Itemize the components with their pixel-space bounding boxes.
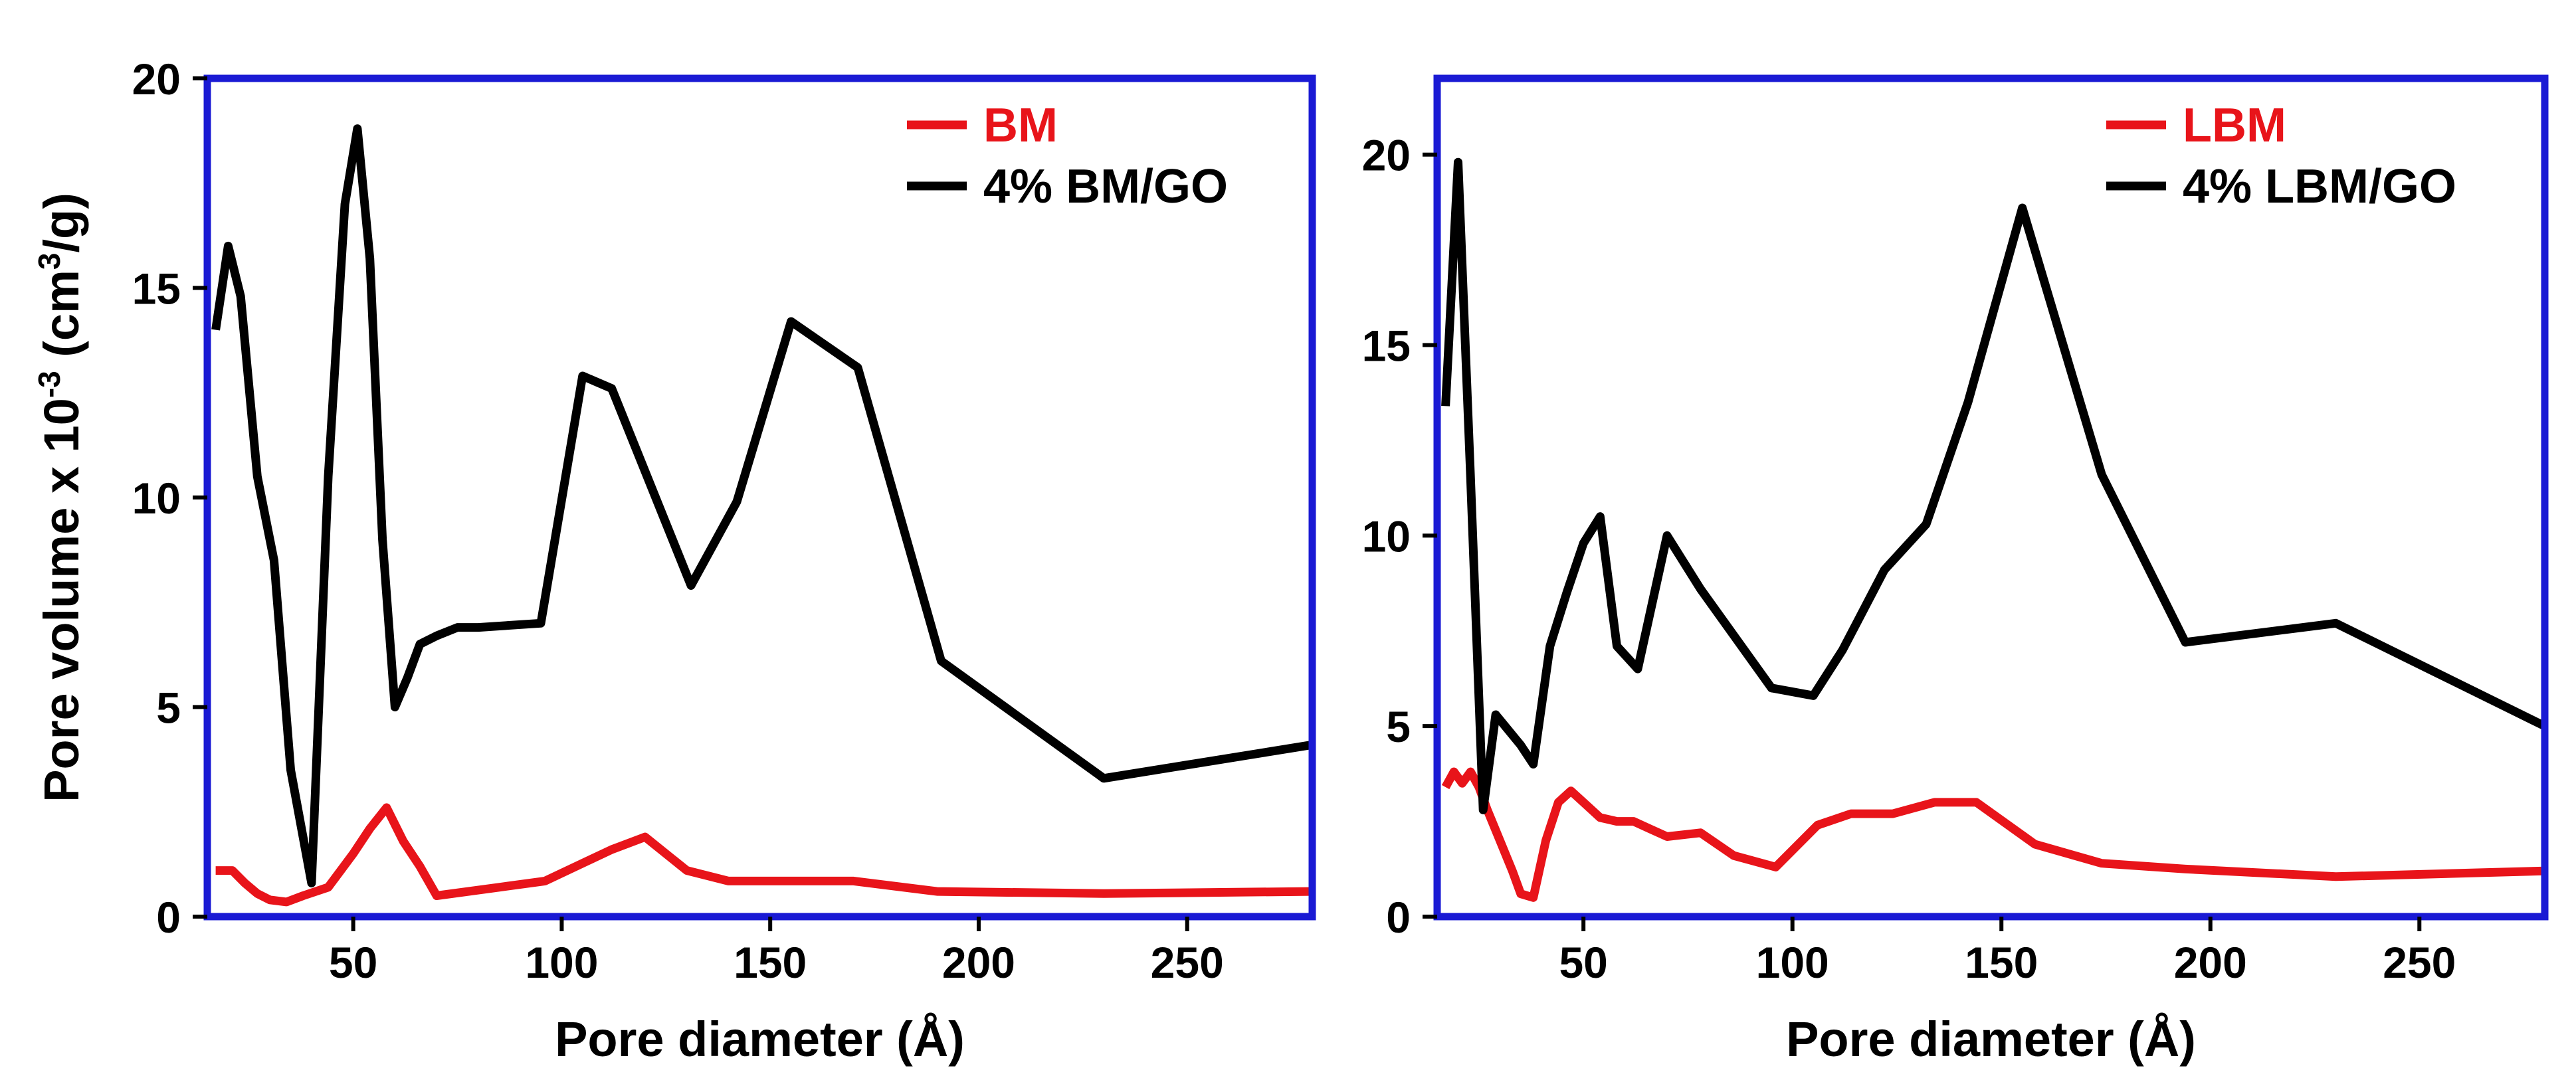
x-tick-label: 200 (2174, 938, 2247, 987)
y-tick-label: 20 (1362, 131, 1411, 180)
chart-bm: 50 100 150 200 250 0 5 10 15 20 Pore diameter (Å) P… (32, 54, 1316, 1067)
x-tick-label: 100 (525, 938, 598, 987)
y-tick-label: 0 (1386, 893, 1411, 942)
series-line-4-bm-go (211, 124, 1312, 887)
x-axis-label: Pore diameter (Å) (555, 1012, 965, 1067)
legend-label: LBM (2183, 99, 2286, 152)
x-tick-label: 200 (942, 938, 1015, 987)
y-tick-label: 20 (132, 54, 181, 104)
y-tick-label: 15 (1362, 321, 1411, 371)
x-tick-label: 150 (734, 938, 807, 987)
y-tick-label: 0 (156, 893, 181, 942)
x-axis-label: Pore diameter (Å) (1786, 1012, 2196, 1067)
legend-label: 4% LBM/GO (2183, 160, 2456, 213)
y-tick-label: 5 (1386, 702, 1411, 751)
chart-lbm: 50 100 150 200 250 0 5 10 15 20 Pore diameter (Å) L… (1362, 74, 2549, 1067)
x-tick-label: 150 (1965, 938, 2038, 987)
legend-label: BM (983, 99, 1058, 152)
x-tick-label: 250 (1151, 938, 1224, 987)
y-tick-label: 10 (132, 474, 181, 523)
x-tick-label: 50 (1559, 938, 1607, 987)
y-axis-label: Pore volume x 10-3 (cm3/g) (32, 193, 89, 802)
series-line-bm (215, 803, 1312, 907)
y-tick-label: 5 (156, 683, 181, 733)
series-line-lbm (1441, 767, 2545, 902)
x-tick-label: 100 (1756, 938, 1829, 987)
plot-frame (1433, 74, 2549, 921)
y-tick-label: 10 (1362, 511, 1411, 561)
legend-label: 4% BM/GO (983, 160, 1228, 213)
x-tick-label: 250 (2383, 938, 2456, 987)
y-tick-label: 15 (132, 264, 181, 314)
x-tick-label: 50 (329, 938, 377, 987)
series-line-4-lbm-go (1441, 157, 2545, 814)
